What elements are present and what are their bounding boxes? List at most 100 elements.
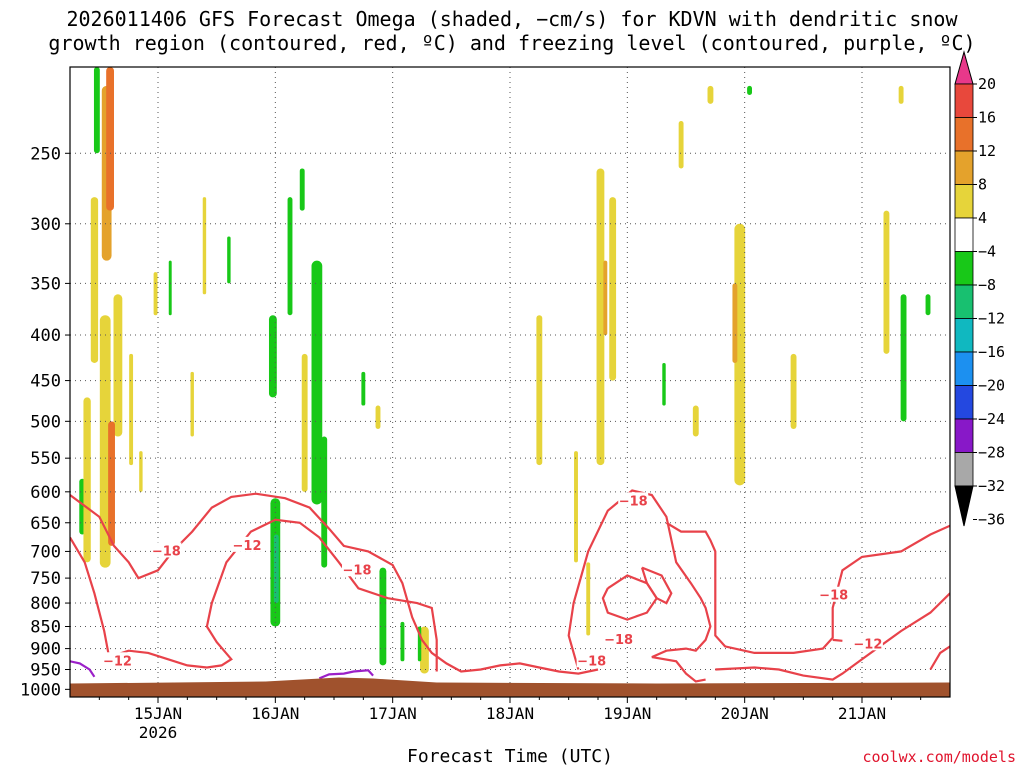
omega-shade-cell [190, 371, 194, 437]
colorbar-label: −28 [978, 444, 1005, 462]
x-tick-year-label: 2026 [139, 723, 178, 742]
dendritic-contour-label: −18 [152, 544, 181, 559]
dendritic-contour-label: −18 [819, 589, 848, 604]
dendritic-contour-line [70, 492, 599, 675]
omega-shade-cell [301, 353, 308, 492]
omega-shade-cell [108, 421, 115, 546]
dendritic-contour-line [832, 638, 843, 642]
colorbar-label: 12 [978, 142, 996, 160]
dendritic-contour-label: −18 [577, 654, 606, 669]
colorbar-segment [954, 83, 974, 118]
colorbar-label: −36 [978, 511, 1005, 529]
x-tick-label: 17JAN [369, 704, 417, 723]
omega-shade-cell [420, 626, 429, 674]
omega-shade-cell [609, 197, 617, 381]
dendritic-contour-line [601, 574, 659, 621]
dendritic-contour-line [651, 656, 706, 683]
omega-shade-cell [361, 371, 366, 406]
y-tick-label: 750 [30, 569, 61, 589]
omega-shade-cell [83, 397, 91, 563]
colorbar-label: 20 [978, 75, 996, 93]
omega-shade-cell [603, 260, 608, 336]
colorbar-segment [954, 418, 974, 453]
y-tick-label: 850 [30, 617, 61, 637]
freezing-level-line [318, 669, 374, 680]
x-tick-label: 19JAN [603, 704, 651, 723]
y-tick-label: 250 [30, 144, 61, 164]
y-tick-label: 550 [30, 449, 61, 469]
colorbar-segment [954, 117, 974, 152]
colorbar-segment [954, 251, 974, 286]
dendritic-contour-line [665, 521, 950, 654]
x-tick-label: 16JAN [251, 704, 299, 723]
y-tick-label: 500 [30, 412, 61, 432]
colorbar-segment [954, 184, 974, 219]
colorbar-label: −8 [978, 276, 996, 294]
omega-shade-cell [379, 567, 387, 666]
omega-shade-cell [321, 436, 328, 568]
y-tick-label: 600 [30, 483, 61, 503]
omega-shade-cell [268, 315, 277, 398]
omega-shade-cell [707, 85, 714, 104]
colorbar-top-arrow [954, 50, 974, 85]
omega-shade-cell [153, 272, 158, 316]
omega-shade-cell [662, 362, 666, 406]
freezing-level-line [70, 660, 96, 678]
y-tick-label: 800 [30, 594, 61, 614]
omega-shade-cell [400, 621, 405, 662]
colorbar-label: 8 [978, 176, 987, 194]
y-tick-label: 950 [30, 661, 61, 681]
chart-title-line-1: 2026011406 GFS Forecast Omega (shaded, −… [66, 7, 958, 31]
dendritic-contour-line [108, 518, 438, 672]
colorbar-label: 4 [978, 209, 987, 227]
dendritic-contour-label: −12 [233, 539, 262, 554]
dendritic-contour-label: −12 [103, 654, 132, 669]
omega-shade-cell [574, 451, 578, 563]
contour-label-background [151, 542, 182, 558]
omega-shade-cell [536, 315, 543, 466]
contour-label-background [576, 652, 607, 668]
y-tick-label: 700 [30, 542, 61, 562]
dendritic-contour-label: −18 [619, 494, 648, 509]
contour-label-background [818, 586, 849, 602]
omega-shade-cell [287, 197, 293, 316]
contour-label-background [232, 536, 262, 552]
omega-shade-cell [93, 67, 100, 154]
y-tick-label: 350 [30, 274, 61, 294]
omega-shade-cell [883, 210, 890, 354]
x-axis-label: Forecast Time (UTC) [407, 746, 613, 767]
colorbar-segment [954, 150, 974, 185]
omega-shade-cell [139, 451, 143, 492]
source-credit: coolwx.com/models [862, 748, 1016, 766]
y-tick-label: 400 [30, 326, 61, 346]
omega-shade-cell [678, 121, 684, 169]
omega-shade-cell [898, 85, 904, 104]
colorbar-label: −16 [978, 343, 1005, 361]
dendritic-contour-line [715, 592, 950, 681]
colorbar-segment [954, 385, 974, 420]
dendritic-contour-line [640, 566, 673, 605]
y-tick-label: 1000 [20, 680, 61, 700]
dendritic-contour-line [567, 489, 712, 670]
omega-shade-cell [596, 168, 605, 466]
omega-shade-cell [311, 260, 323, 505]
x-tick-label: 20JAN [721, 704, 769, 723]
contour-label-background [852, 635, 883, 651]
x-tick-label: 15JAN [134, 704, 182, 723]
colorbar-segment [954, 452, 974, 487]
terrain-surface [70, 677, 950, 697]
contour-label-background [102, 652, 133, 668]
omega-shade-cell [90, 197, 99, 363]
omega-shade-cell [106, 67, 114, 211]
omega-shade-cell [900, 294, 907, 422]
y-tick-label: 450 [30, 372, 61, 392]
omega-shade-cell [732, 283, 738, 363]
omega-shade-cell [925, 294, 931, 316]
dendritic-contour-line [929, 645, 950, 671]
y-tick-label: 650 [30, 514, 61, 534]
x-tick-label: 21JAN [838, 704, 886, 723]
omega-shade-cell [227, 236, 231, 284]
y-tick-label: 300 [30, 215, 61, 235]
omega-shade-cell [747, 85, 752, 95]
contour-label-background [342, 561, 372, 577]
